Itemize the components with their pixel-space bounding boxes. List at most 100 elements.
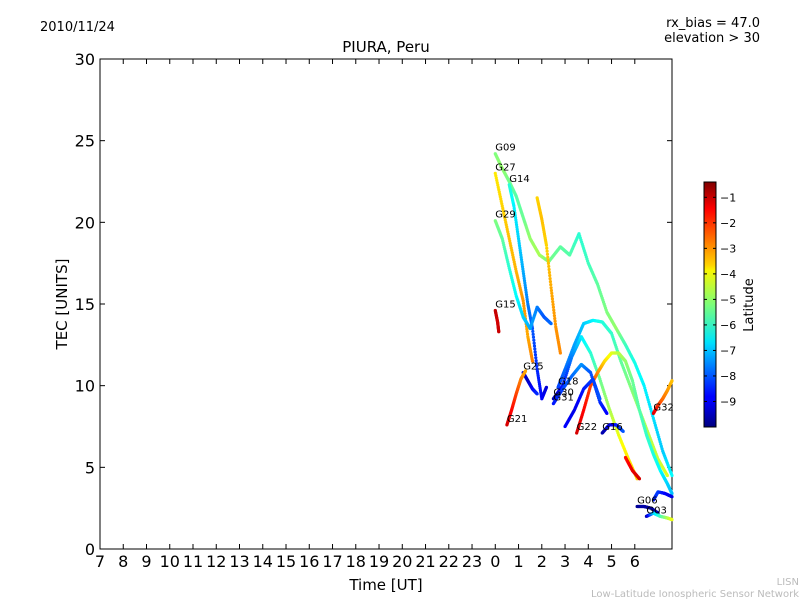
elevation-label: elevation > 30 <box>664 31 760 46</box>
colorbar-gradient <box>703 181 717 428</box>
tec-point <box>551 305 556 309</box>
tec-point <box>531 335 536 339</box>
y-axis-label: TEC [UNITS] <box>53 259 71 351</box>
colorbar-tick-label: −2 <box>720 217 736 230</box>
satellite-label: G14 <box>509 174 529 185</box>
tec-point <box>549 322 553 326</box>
tec-point <box>546 258 550 262</box>
chart-title: PIURA, Peru <box>342 38 429 56</box>
x-tick-label: 8 <box>118 552 128 571</box>
x-tick-label: 3 <box>560 552 570 571</box>
tec-point <box>513 213 517 217</box>
y-tick-label: 25 <box>75 132 95 151</box>
tec-point <box>550 294 554 298</box>
tec-point <box>519 258 524 262</box>
tec-point <box>545 252 550 256</box>
tec-point <box>518 246 522 250</box>
rx-bias-label: rx_bias = 47.0 <box>666 16 760 31</box>
tec-point <box>524 293 529 297</box>
tec-point <box>552 308 556 312</box>
tec-point <box>515 230 520 234</box>
y-tick-label: 5 <box>85 458 95 477</box>
tec-point <box>670 495 674 499</box>
tec-point <box>550 297 555 301</box>
tec-point <box>547 264 551 269</box>
x-axis-label: Time [UT] <box>348 576 422 594</box>
tec-point <box>515 225 519 229</box>
satellite-label: G18 <box>558 376 578 387</box>
tec-point <box>525 295 529 299</box>
colorbar-tick-label: −6 <box>720 319 736 332</box>
tec-point <box>512 206 516 210</box>
data-points <box>493 152 674 522</box>
tec-point <box>535 364 539 369</box>
tec-point <box>532 338 536 342</box>
tec-point <box>546 255 550 259</box>
x-tick-label: 2 <box>537 552 547 571</box>
colorbar-tick-label: −9 <box>720 395 736 408</box>
tec-point <box>513 216 518 220</box>
y-axis: 0 5 10 15 20 25 30 <box>75 50 672 559</box>
tec-point <box>521 269 525 273</box>
tec-point <box>520 265 525 269</box>
tec-point <box>670 379 674 383</box>
tec-point <box>522 274 526 278</box>
tec-point <box>546 261 551 265</box>
tec-point <box>523 286 528 290</box>
x-tick-label: 11 <box>183 552 203 571</box>
tec-point <box>523 283 527 287</box>
tec-point <box>516 232 520 236</box>
tec-point <box>519 253 523 257</box>
tec-point <box>670 518 674 522</box>
tec-point <box>551 300 555 304</box>
tec-point <box>516 234 520 238</box>
satellite-label: G29 <box>495 210 515 221</box>
x-tick-label: 15 <box>276 552 296 571</box>
satellite-label: G21 <box>507 414 527 425</box>
colorbar-ticks: −9 −8 −7 −6 −5 −4 −3 −2 −1 <box>704 191 736 408</box>
tec-point <box>544 385 549 389</box>
tec-point <box>524 290 528 294</box>
tec-point <box>548 276 552 281</box>
x-axis: 7 8 9 10 11 12 13 14 15 16 17 18 19 20 21 22 23 0 1 2 3 4 5 6 <box>95 59 640 571</box>
tec-point <box>515 227 519 231</box>
credit-network: Low-Latitude Ionospheric Sensor Network <box>591 589 799 600</box>
tec-point <box>549 283 553 287</box>
tec-point <box>533 347 537 351</box>
y-tick-label: 20 <box>75 213 95 232</box>
tec-point <box>521 299 525 303</box>
tec-point <box>545 246 549 250</box>
tec-point <box>552 314 557 318</box>
tec-point <box>517 239 521 243</box>
tec-point <box>621 429 625 433</box>
tec-point <box>525 327 529 331</box>
tec-point <box>552 311 556 315</box>
tec-point <box>553 319 557 323</box>
tec-point <box>553 316 557 321</box>
tec-point <box>522 309 527 313</box>
tec-point <box>535 392 539 396</box>
tec-point <box>518 251 523 255</box>
tec-point <box>518 248 522 252</box>
tec-point <box>514 220 518 224</box>
x-tick-label: 9 <box>141 552 151 571</box>
plot-border <box>99 58 673 550</box>
tec-point <box>523 311 527 316</box>
tec-point <box>665 473 669 478</box>
tec-point <box>544 243 549 247</box>
satellite-label: G31 <box>553 393 573 404</box>
tec-point <box>637 477 642 481</box>
y-tick-label: 30 <box>75 50 95 69</box>
x-tick-label: 23 <box>462 552 482 571</box>
tec-point <box>553 322 558 326</box>
tec-point <box>670 473 674 478</box>
tec-point <box>517 241 521 245</box>
x-tick-label: 14 <box>253 552 273 571</box>
x-tick-label: 21 <box>415 552 435 571</box>
x-tick-label: 12 <box>206 552 226 571</box>
x-tick-label: 10 <box>160 552 180 571</box>
y-tick-label: 15 <box>75 295 95 314</box>
x-tick-label: 0 <box>490 552 500 571</box>
x-tick-label: 19 <box>369 552 389 571</box>
